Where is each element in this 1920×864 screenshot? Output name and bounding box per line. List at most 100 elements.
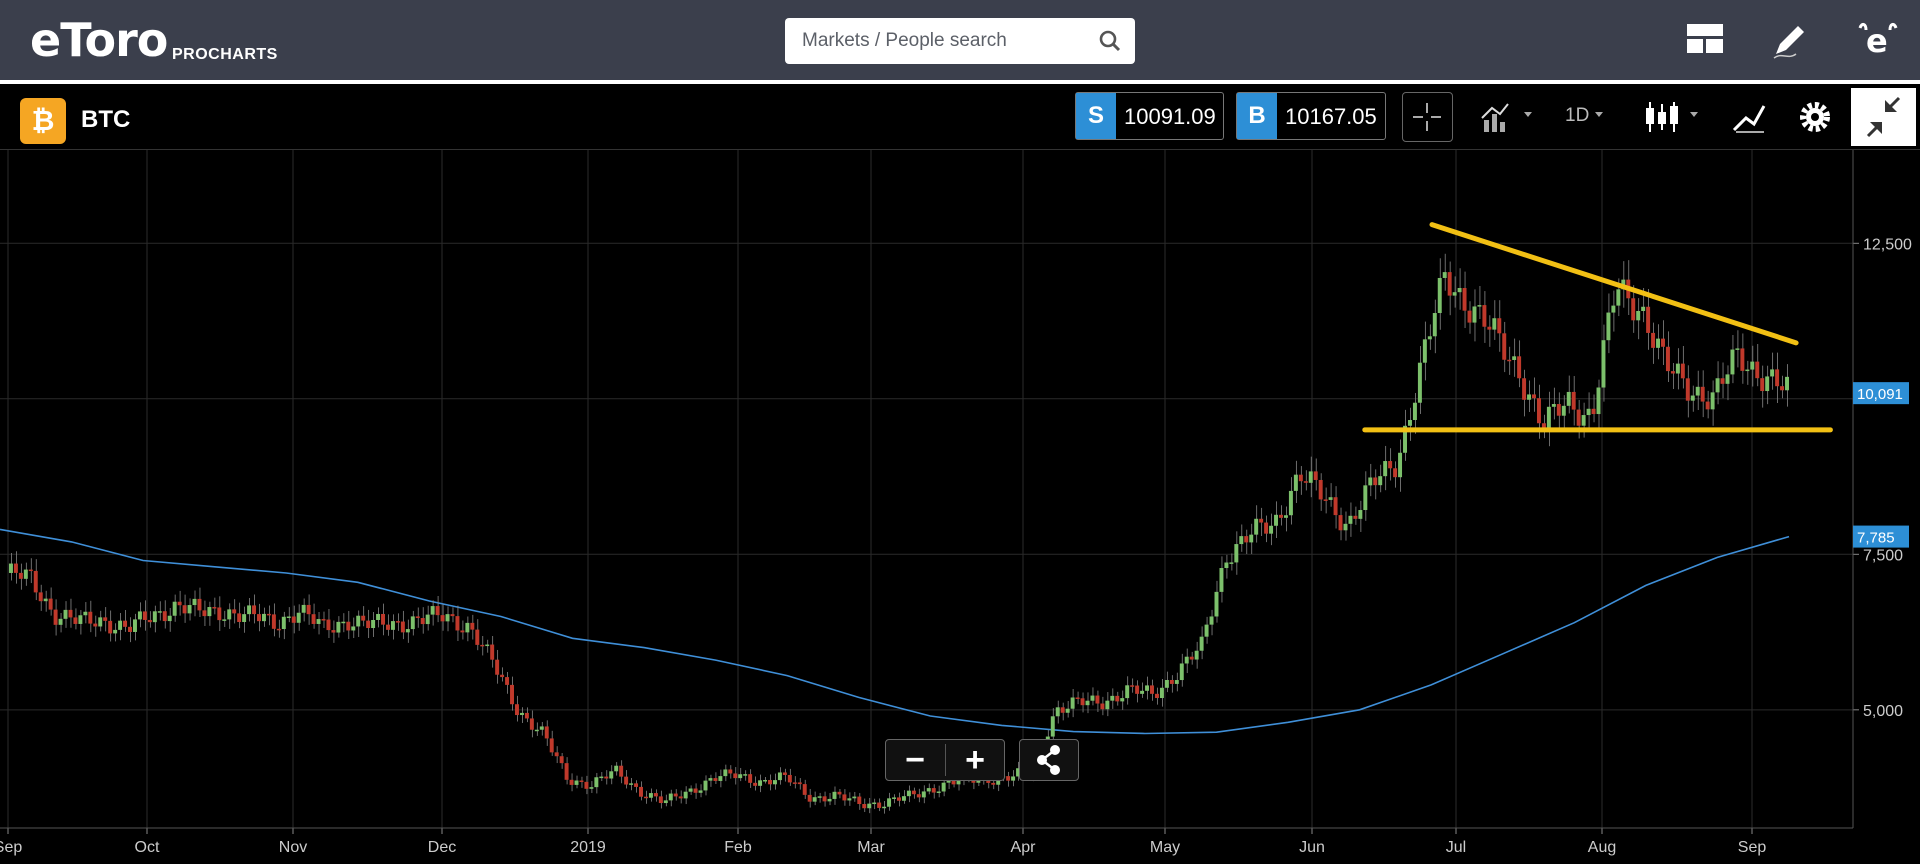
candle-down (1298, 474, 1303, 482)
collapse-button[interactable] (1851, 88, 1916, 146)
candle-up (247, 605, 252, 615)
candle-down (619, 765, 624, 777)
candle-down (1095, 695, 1100, 704)
candle-up (1274, 514, 1279, 526)
candle-up (589, 787, 594, 789)
candle-down (1323, 499, 1328, 501)
x-tick-label: Oct (135, 839, 160, 856)
candle-down (386, 624, 390, 630)
candle-down (480, 644, 485, 647)
candle-up (43, 598, 48, 602)
candle-down (420, 618, 425, 625)
candle-up (1224, 562, 1229, 569)
candle-up (23, 569, 28, 579)
candle-down (842, 794, 847, 801)
sell-button[interactable]: S 10091.09 (1075, 92, 1224, 140)
candle-up (882, 806, 887, 809)
candle-down (634, 783, 639, 787)
timeframe-dropdown[interactable]: 1D (1555, 92, 1615, 142)
edit-icon[interactable] (1768, 18, 1812, 62)
y-axis: 5,000 7,500 12,500 10,091 7,785 (1852, 150, 1912, 828)
candle-down (549, 738, 554, 753)
candle-up (410, 616, 415, 630)
candle-up (1348, 515, 1353, 524)
buy-button[interactable]: B 10167.05 (1236, 92, 1386, 140)
layout-icon[interactable] (1683, 18, 1727, 62)
etoro-logo[interactable]: eToro (30, 13, 168, 67)
indicators-icon (1481, 103, 1532, 132)
candle-up (341, 621, 346, 624)
candle-down (108, 620, 113, 634)
candle-up (1016, 768, 1021, 777)
procharts-label: PROCHARTS (172, 46, 278, 63)
x-tick-label: Nov (279, 839, 307, 856)
candle-down (68, 609, 73, 618)
candle-up (405, 629, 410, 633)
candle-down (584, 781, 589, 789)
candle-down (440, 615, 445, 622)
candle-down (1169, 680, 1174, 684)
candle-up (113, 629, 118, 634)
candle-down (1373, 477, 1378, 486)
candle-up (688, 788, 693, 792)
candle-up (316, 619, 321, 624)
candle-down (1705, 401, 1710, 410)
candle-up (1606, 312, 1611, 341)
candle-up (152, 611, 157, 623)
candle-up (599, 776, 604, 779)
candle-up (867, 803, 872, 809)
candle-up (1690, 395, 1695, 401)
candle-up (1219, 568, 1224, 592)
candle-down (48, 598, 53, 610)
candle-up (1140, 690, 1145, 694)
x-tick-label: Dec (428, 839, 456, 856)
candle-up (1492, 318, 1497, 330)
indicators-button[interactable] (1470, 92, 1540, 142)
candle-up (892, 797, 896, 799)
candle-up (1204, 624, 1209, 637)
drawing-tools-button[interactable] (1724, 92, 1774, 142)
search-input[interactable]: Markets / People search (785, 18, 1135, 64)
candle-down (1075, 697, 1080, 699)
candle-up (281, 616, 286, 630)
candle-down (822, 796, 827, 802)
y-tick-label: 7,500 (1863, 547, 1903, 564)
candle-down (1720, 378, 1725, 384)
candle-down (787, 774, 792, 783)
candle-down (1393, 468, 1398, 478)
candle-up (118, 620, 123, 630)
crosshair-button[interactable] (1402, 92, 1453, 142)
share-button[interactable] (1019, 739, 1079, 781)
candle-up (1234, 544, 1239, 563)
candle-up (222, 619, 227, 621)
candle-up (1601, 340, 1606, 388)
candle-down (33, 570, 38, 593)
candle-down (1259, 518, 1264, 523)
candle-down (1541, 423, 1546, 431)
chart-type-button[interactable] (1636, 92, 1706, 142)
candle-down (862, 804, 867, 809)
price-chart[interactable]: 5,000 7,500 12,500 10,091 7,785 Sep Oct Nov Dec… (0, 150, 1920, 864)
candle-up (1432, 313, 1437, 337)
candle-up (1765, 376, 1770, 392)
candle-up (1750, 361, 1755, 370)
candle-down (1661, 338, 1665, 347)
candle-up (8, 563, 13, 573)
search-icon[interactable] (1097, 28, 1123, 54)
profile-icon[interactable]: e (1856, 18, 1900, 62)
candle-down (1755, 361, 1760, 379)
candle-up (996, 777, 1001, 785)
zoom-out-button[interactable]: − (905, 741, 925, 779)
zoom-in-button[interactable]: + (965, 741, 985, 779)
candle-down (807, 794, 812, 802)
settings-button[interactable] (1790, 92, 1840, 142)
x-tick-label: Sep (1738, 839, 1767, 856)
candle-up (1363, 485, 1368, 511)
candle-up (1269, 525, 1274, 534)
candle-down (1244, 536, 1249, 543)
x-tick-label: 2019 (570, 839, 606, 856)
candle-down (291, 616, 296, 623)
candle-up (227, 609, 232, 620)
candle-down (564, 763, 569, 780)
candle-up (1417, 362, 1422, 403)
